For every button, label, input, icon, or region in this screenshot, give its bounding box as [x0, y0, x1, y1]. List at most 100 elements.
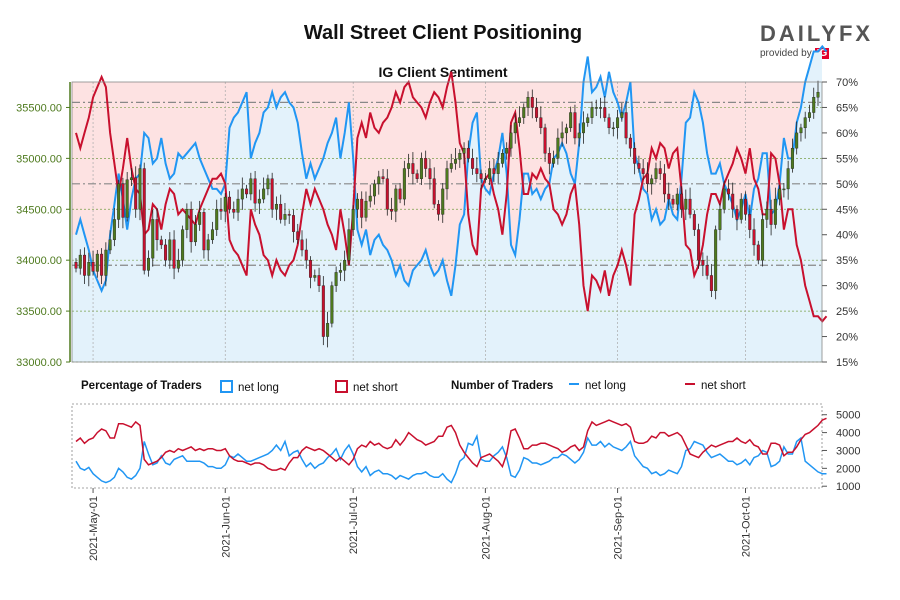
candle-body [769, 209, 773, 225]
candle-body [185, 209, 189, 230]
candle-body [142, 168, 146, 271]
legend-number-label: Number of Traders [451, 380, 554, 392]
candle-body [637, 163, 641, 169]
candle-body [441, 188, 445, 215]
legend-num-long: net long [569, 380, 626, 392]
count-tick-label: 3000 [836, 445, 860, 457]
candle-body [616, 117, 620, 129]
chart-legend: Percentage of Traders net long net short… [0, 380, 900, 396]
candle-body [475, 168, 479, 174]
candle-body [373, 183, 376, 197]
candle-body [522, 107, 526, 118]
page-title: Wall Street Client Positioning [303, 22, 583, 44]
candle-body [449, 163, 453, 169]
candle-body [735, 209, 739, 220]
sentiment-tick-label: 30% [836, 281, 858, 293]
candle-body [492, 168, 496, 174]
candle-body [245, 188, 249, 195]
candle-body [164, 244, 168, 261]
legend-num-short: net short [685, 380, 746, 392]
candle-body [782, 188, 786, 191]
candle-body [803, 117, 807, 129]
candle-body [748, 214, 752, 230]
candle-body [722, 188, 726, 210]
net-long-count-line [75, 433, 827, 484]
candle-body [509, 132, 513, 149]
candle-body [479, 173, 483, 179]
legend-pct-short: net short [335, 380, 398, 394]
candle-body [786, 168, 790, 190]
candle-body [752, 229, 756, 246]
count-tick-label: 2000 [836, 463, 860, 475]
candle-body [675, 193, 679, 205]
candle-body [74, 262, 78, 269]
candle-body [552, 158, 556, 164]
candle-body [428, 168, 432, 179]
candle-body [577, 132, 581, 139]
price-tick-label: 33000.00 [16, 357, 62, 369]
candle-body [658, 168, 662, 174]
candle-body [129, 177, 133, 180]
candle-body [121, 183, 125, 218]
candle-body [611, 127, 615, 130]
candle-body [633, 147, 637, 164]
candle-body [283, 214, 287, 220]
candle-body [104, 249, 108, 276]
candle-body [650, 178, 654, 185]
chart-title: IG Client Sentiment [378, 64, 507, 80]
x-tick-label: 2021-Aug-01 [480, 496, 492, 560]
net-long-area [72, 51, 822, 363]
count-tick-label: 1000 [836, 481, 860, 493]
candle-body [291, 215, 295, 232]
sentiment-tick-label: 60% [836, 128, 858, 140]
candle-body [662, 173, 666, 195]
candle-body [807, 112, 811, 118]
candle-body [705, 265, 709, 276]
candle-body [402, 168, 406, 200]
candle-body [262, 188, 266, 200]
candle-body [219, 209, 223, 212]
price-tick-label: 34500.00 [16, 204, 62, 216]
candle-body [134, 177, 138, 210]
candle-body [347, 229, 351, 261]
candle-body [394, 188, 398, 212]
candle-body [586, 117, 590, 123]
candle-body [535, 107, 539, 118]
legend-pct-short-text: net short [353, 382, 398, 394]
net-short-count-line [75, 417, 827, 472]
candle-body [573, 112, 577, 139]
candle-body [343, 259, 347, 271]
candle-body [108, 239, 112, 251]
candle-body [505, 147, 509, 154]
candle-body [364, 200, 368, 218]
candle-body [385, 178, 389, 210]
candle-body [168, 239, 172, 261]
candle-body [249, 178, 253, 195]
candle-body [667, 193, 671, 200]
candle-body [799, 127, 803, 134]
legend-pct-long-text: net long [238, 382, 279, 394]
legend-num-long-swatch [569, 383, 579, 385]
candle-body [466, 147, 470, 159]
candle-body [172, 239, 176, 269]
candle-body [253, 178, 257, 204]
candle-body [228, 196, 232, 210]
candle-body [355, 198, 359, 210]
candle-body [338, 270, 342, 273]
price-tick-label: 34000.00 [16, 255, 62, 267]
candle-body [692, 214, 696, 230]
sentiment-tick-label: 70% [836, 77, 858, 89]
candle-body [731, 193, 735, 210]
candle-body [539, 117, 543, 129]
candle-body [112, 219, 116, 241]
candle-body [407, 163, 411, 169]
candle-body [159, 239, 163, 246]
candle-body [236, 198, 240, 213]
candle-body [726, 188, 730, 195]
candle-body [206, 239, 210, 251]
candle-body [181, 229, 185, 261]
candle-body [564, 127, 568, 134]
candle-body [645, 173, 649, 185]
candle-body [607, 117, 611, 129]
